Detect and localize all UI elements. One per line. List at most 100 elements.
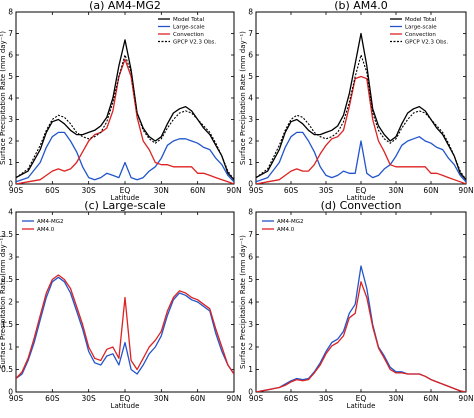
y-tick-label: 0	[8, 180, 13, 189]
y-axis-label: Surface Precipitation Rate (mm day⁻¹)	[239, 31, 247, 165]
y-tick-label: 2	[8, 137, 13, 146]
legend-entry: AM4-MG2	[277, 219, 304, 225]
legend-entry: GPCP V2.3 Obs.	[173, 40, 216, 46]
y-tick-label: 3	[248, 320, 253, 329]
x-tick-label: 60N	[190, 394, 205, 403]
x-axis-label: Latitude	[111, 402, 140, 410]
panel-c: (c) Large-scale 0 0.5 1 1.5 2 2.5 3 3.5 4 90S 60S 30…	[0, 199, 242, 410]
y-tick-label: 1	[248, 158, 253, 167]
legend-entry: Model Total	[405, 17, 437, 23]
y-tick-label: 1	[8, 343, 13, 352]
x-tick-label: 60N	[423, 186, 438, 195]
plot-frame	[255, 211, 467, 393]
y-axis-label: Surface Precipitation Rate (mm day⁻¹)	[239, 235, 247, 369]
x-tick-label: 30S	[319, 394, 334, 403]
series-line-1	[16, 131, 234, 183]
x-tick-label: 90S	[9, 394, 24, 403]
y-tick-label: 3	[8, 115, 13, 124]
x-tick-label: 60S	[45, 186, 60, 195]
y-tick-label: 0	[248, 388, 253, 397]
y-tick-label: 8	[8, 8, 13, 17]
y-tick-label: 2	[248, 343, 253, 352]
x-axis-label: Latitude	[347, 402, 376, 410]
panel-title: (c) Large-scale	[84, 199, 166, 212]
x-tick-label: 60N	[190, 186, 205, 195]
y-tick-label: 1	[248, 365, 253, 374]
series-line-3	[16, 54, 234, 181]
y-tick-label: 0	[248, 180, 253, 189]
y-tick-label: 8	[248, 208, 253, 217]
y-tick-label: 6	[248, 253, 253, 262]
x-tick-label: EQ	[356, 186, 367, 195]
legend-entry: GPCP V2.3 Obs.	[405, 40, 448, 46]
x-tick-label: 60S	[284, 186, 299, 195]
x-tick-label: 30S	[319, 186, 334, 195]
legend-entry: AM4-MG2	[37, 219, 64, 225]
x-tick-label: EQ	[120, 394, 131, 403]
y-tick-label: 3.5	[1, 230, 13, 239]
y-tick-label: 2.5	[1, 275, 13, 284]
series-group	[256, 32, 466, 184]
x-tick-label: 90N	[458, 186, 473, 195]
y-tick-label: 4	[248, 94, 253, 103]
legend: AM4-MG2 AM4.0	[22, 219, 64, 233]
series-group	[256, 265, 466, 392]
y-tick-label: 2	[8, 298, 13, 307]
panel-b: (b) AM4.0 0 1 2 3 4 5 6 7 8 90S 60S 30S EQ 30N 60N 90N La…	[239, 0, 474, 202]
x-tick-label: 90S	[249, 186, 264, 195]
legend-entry: Convection	[405, 32, 436, 38]
series-line-3	[256, 54, 466, 181]
y-tick-label: 6	[8, 51, 13, 60]
panel-d: (d) Convection 0 1 2 3 4 5 6 7 8 90S 60S 30S EQ 30N 60N…	[239, 199, 474, 410]
panel-title: (d) Convection	[321, 199, 402, 212]
legend-entry: Convection	[173, 32, 204, 38]
series-line-1	[256, 131, 466, 183]
y-tick-label: 0	[8, 388, 13, 397]
x-tick-label: 60N	[423, 394, 438, 403]
x-tick-label: 90S	[9, 186, 24, 195]
y-tick-label: 7	[248, 230, 253, 239]
x-tick-label: 30N	[154, 186, 169, 195]
y-tick-label: 4	[8, 94, 13, 103]
x-tick-label: EQ	[356, 394, 367, 403]
legend-entry: Large-scale	[173, 25, 205, 31]
x-tick-label: EQ	[120, 186, 131, 195]
series-line-0	[16, 276, 234, 380]
y-tick-label: 2	[248, 137, 253, 146]
x-tick-label: 30N	[154, 394, 169, 403]
x-tick-label: 30N	[388, 394, 403, 403]
y-tick-label: 5	[248, 275, 253, 284]
x-tick-label: 90N	[226, 394, 241, 403]
y-tick-label: 4	[8, 208, 13, 217]
y-axis-label: Surface Precipitation Rate (mm day⁻¹)	[0, 235, 7, 369]
y-tick-label: 7	[248, 29, 253, 38]
y-tick-label: 5	[8, 72, 13, 81]
legend: AM4-MG2 AM4.0	[262, 219, 304, 233]
x-axis-label: Latitude	[347, 194, 376, 202]
y-tick-label: 1	[8, 158, 13, 167]
x-tick-label: 90N	[226, 186, 241, 195]
x-tick-label: 30N	[388, 186, 403, 195]
legend-entry: Large-scale	[405, 25, 437, 31]
panel-a: (a) AM4-MG2 0 1 2 3 4 5 6 7 8 90S 60S 30S EQ 30N 60N 90N…	[0, 0, 242, 202]
legend-entry: AM4.0	[277, 227, 295, 233]
y-tick-label: 0.5	[1, 365, 13, 374]
x-tick-label: 30S	[82, 394, 97, 403]
y-tick-label: 1.5	[1, 320, 13, 329]
legend-entry: AM4.0	[37, 227, 55, 233]
y-tick-label: 6	[248, 51, 253, 60]
legend-entry: Model Total	[173, 17, 205, 23]
x-tick-label: 90N	[458, 394, 473, 403]
y-tick-label: 3	[248, 115, 253, 124]
y-tick-label: 7	[8, 29, 13, 38]
series-group	[16, 39, 234, 184]
y-axis-label: Surface Precipitation Rate (mm day⁻¹)	[0, 31, 7, 165]
x-tick-label: 90S	[249, 394, 264, 403]
panel-title: (a) AM4-MG2	[89, 0, 161, 12]
panel-title: (b) AM4.0	[334, 0, 388, 12]
series-line-2	[16, 58, 234, 184]
series-line-1	[256, 281, 466, 392]
